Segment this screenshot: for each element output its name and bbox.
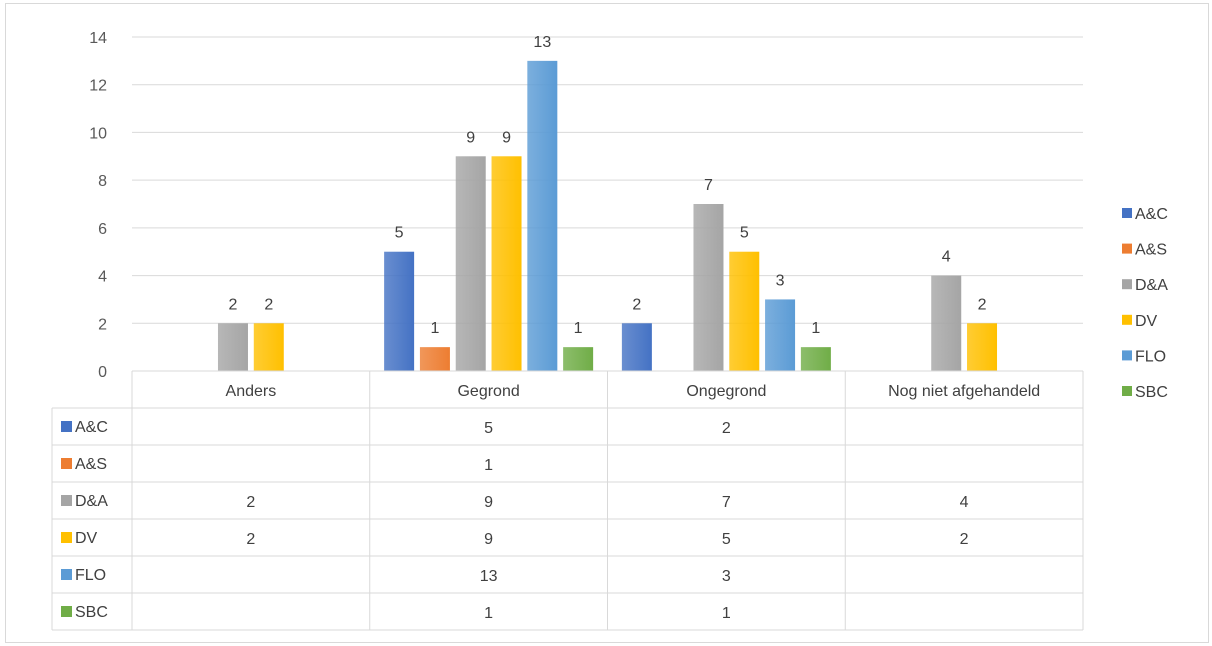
data-label-d-a-anders: 2 <box>229 296 238 313</box>
y-tick-label: 4 <box>98 269 107 286</box>
legend-swatch-d-a <box>1122 279 1132 290</box>
table-cell-a-s-gegrond: 1 <box>484 457 493 474</box>
table-legend-key-flo <box>61 569 72 580</box>
y-tick-label: 14 <box>89 30 107 47</box>
bar-dv-ongegrond <box>729 251 760 371</box>
legend-label-d-a: D&A <box>1135 277 1168 294</box>
table-cell-a-c-gegrond: 5 <box>484 420 493 437</box>
data-label-dv-gegrond: 9 <box>502 129 511 146</box>
table-row-label-a-c: A&C <box>75 419 108 436</box>
legend-swatch-a-s <box>1122 243 1132 254</box>
table-cell-dv-anders: 2 <box>246 531 255 548</box>
y-tick-label: 2 <box>98 316 107 333</box>
category-label-anders: Anders <box>226 383 277 400</box>
legend-label-sbc: SBC <box>1135 384 1168 401</box>
legend-label-a-c: A&C <box>1135 206 1168 223</box>
category-label-nog-niet-afgehandeld: Nog niet afgehandeld <box>888 383 1040 400</box>
data-label-a-c-ongegrond: 2 <box>632 296 641 313</box>
bar-d-a-nog-niet-afgehandeld <box>931 275 962 371</box>
data-label-dv-nog-niet-afgehandeld: 2 <box>978 296 987 313</box>
bar-a-c-ongegrond <box>621 323 652 371</box>
table-cell-d-a-gegrond: 9 <box>484 494 493 511</box>
table-row-label-a-s: A&S <box>75 456 107 473</box>
legend-swatch-dv <box>1122 314 1132 325</box>
table-row-label-d-a: D&A <box>75 493 108 510</box>
table-cell-dv-nog-niet-afgehandeld: 2 <box>960 531 969 548</box>
data-label-a-s-gegrond: 1 <box>430 320 439 337</box>
y-tick-label: 12 <box>89 78 107 95</box>
data-label-sbc-ongegrond: 1 <box>811 320 820 337</box>
y-tick-label: 6 <box>98 221 107 238</box>
table-cell-flo-ongegrond: 3 <box>722 568 731 585</box>
y-tick-label: 8 <box>98 173 107 190</box>
y-tick-label: 0 <box>98 364 107 381</box>
table-cell-d-a-anders: 2 <box>246 494 255 511</box>
table-cell-flo-gegrond: 13 <box>480 568 498 585</box>
table-legend-key-sbc <box>61 606 72 617</box>
category-label-ongegrond: Ongegrond <box>686 383 766 400</box>
data-label-dv-anders: 2 <box>264 296 273 313</box>
y-tick-label: 10 <box>89 125 107 142</box>
bar-flo-ongegrond <box>765 299 796 371</box>
data-label-sbc-gegrond: 1 <box>574 320 583 337</box>
legend-label-dv: DV <box>1135 313 1158 330</box>
legend-label-a-s: A&S <box>1135 242 1167 259</box>
bar-dv-nog-niet-afgehandeld <box>967 323 998 371</box>
legend-swatch-flo <box>1122 350 1132 361</box>
table-legend-key-a-c <box>61 421 72 432</box>
bar-a-c-gegrond <box>384 251 415 371</box>
table-cell-sbc-gegrond: 1 <box>484 605 493 622</box>
bar-d-a-ongegrond <box>693 204 724 371</box>
legend-swatch-a-c <box>1122 208 1132 218</box>
table-cell-sbc-ongegrond: 1 <box>722 605 731 622</box>
legend-label-flo: FLO <box>1135 348 1166 365</box>
bar-sbc-ongegrond <box>800 347 831 371</box>
table-row-label-flo: FLO <box>75 567 106 584</box>
data-label-dv-ongegrond: 5 <box>740 225 749 242</box>
data-label-d-a-nog-niet-afgehandeld: 4 <box>942 249 951 266</box>
bar-dv-anders <box>253 323 284 371</box>
data-label-d-a-ongegrond: 7 <box>704 177 713 194</box>
table-cell-d-a-nog-niet-afgehandeld: 4 <box>960 494 969 511</box>
table-cell-d-a-ongegrond: 7 <box>722 494 731 511</box>
data-label-d-a-gegrond: 9 <box>466 129 475 146</box>
bar-d-a-anders <box>217 323 248 371</box>
table-legend-key-a-s <box>61 458 72 469</box>
table-legend-key-dv <box>61 532 72 543</box>
table-cell-dv-gegrond: 9 <box>484 531 493 548</box>
table-row-label-dv: DV <box>75 530 98 547</box>
table-legend-key-d-a <box>61 495 72 506</box>
data-label-a-c-gegrond: 5 <box>395 225 404 242</box>
table-cell-dv-ongegrond: 5 <box>722 531 731 548</box>
table-row-label-sbc: SBC <box>75 604 108 621</box>
bar-sbc-gegrond <box>563 347 594 371</box>
table-cell-a-c-ongegrond: 2 <box>722 420 731 437</box>
legend-swatch-sbc <box>1122 386 1132 396</box>
bar-dv-gegrond <box>491 156 522 371</box>
data-label-flo-ongegrond: 3 <box>776 272 785 289</box>
chart-frame <box>5 3 1209 643</box>
bar-d-a-gegrond <box>455 156 486 371</box>
category-label-gegrond: Gegrond <box>457 383 519 400</box>
bar-a-s-gegrond <box>419 347 450 371</box>
data-label-flo-gegrond: 13 <box>533 34 551 51</box>
bar-flo-gegrond <box>527 60 558 371</box>
